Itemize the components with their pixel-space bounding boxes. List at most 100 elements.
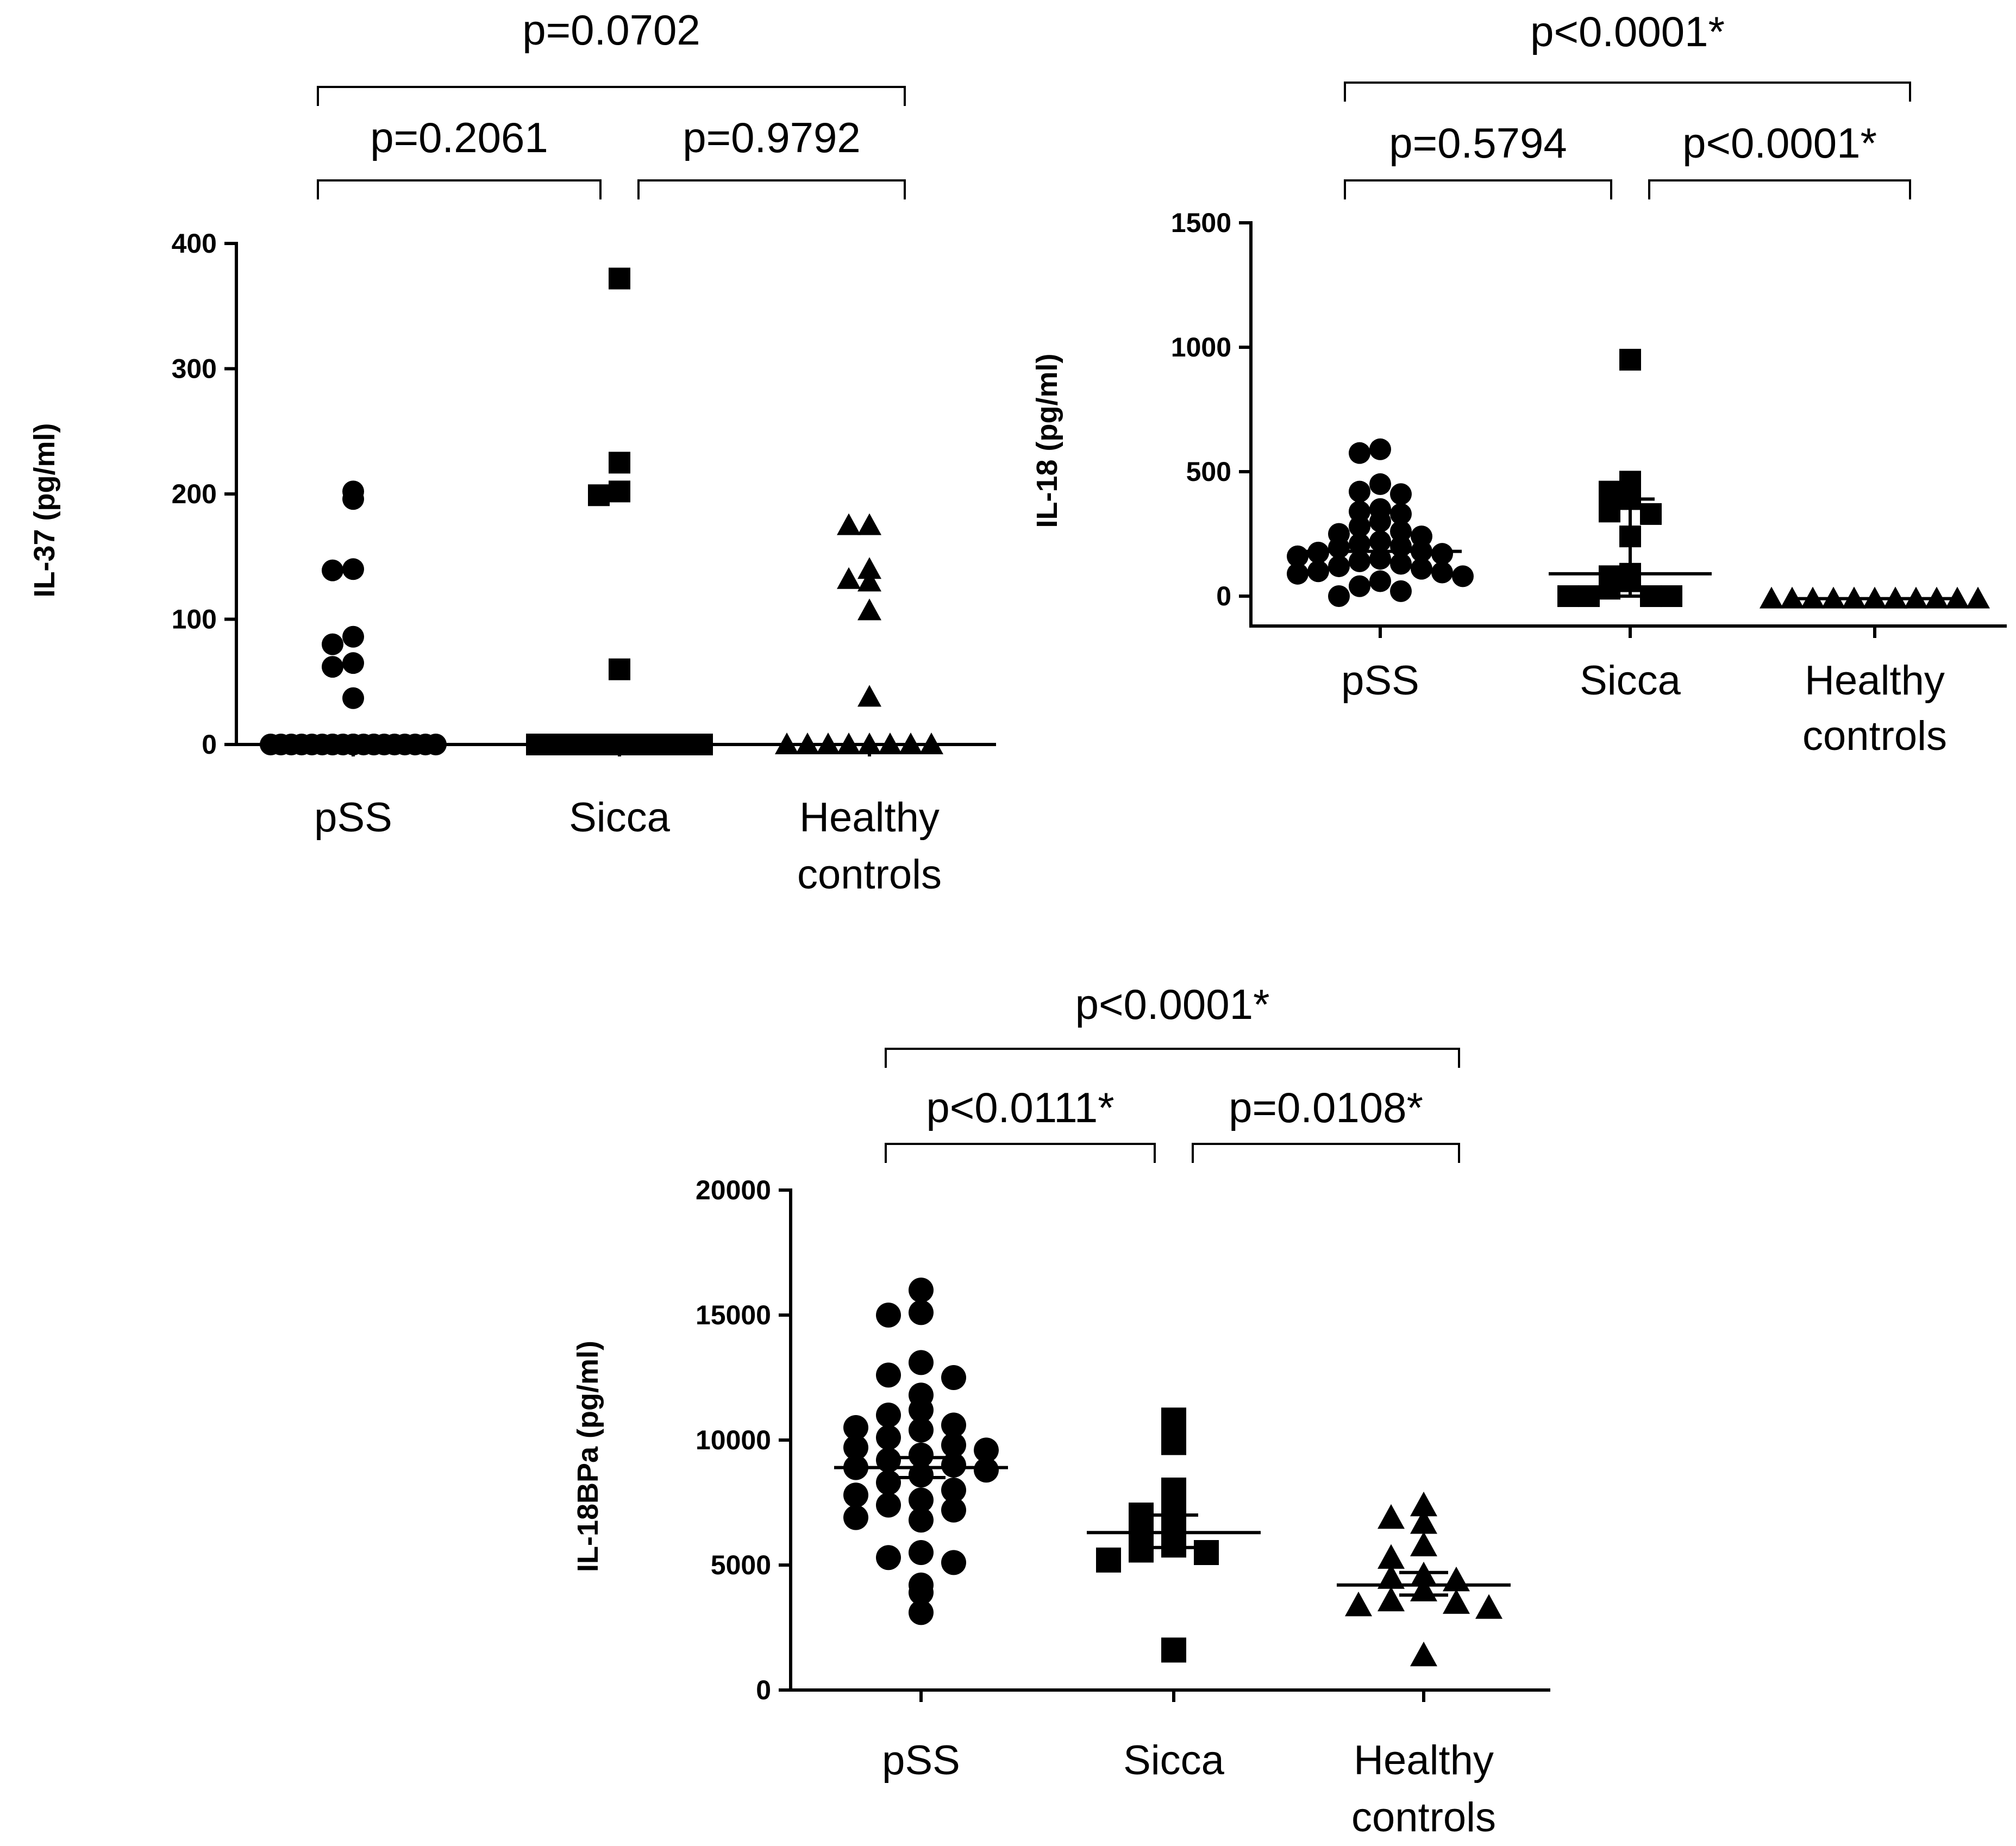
y-axis-label: IL-18BPa (pg/ml) bbox=[572, 1341, 604, 1572]
p-value-label: p=0.5794 bbox=[1389, 119, 1567, 167]
data-point bbox=[1619, 348, 1641, 371]
data-point bbox=[609, 267, 630, 290]
data-point bbox=[1390, 503, 1412, 525]
data-point bbox=[1578, 585, 1600, 608]
y-tick-label: 0 bbox=[1216, 581, 1231, 611]
data-point bbox=[1328, 585, 1350, 608]
data-point bbox=[1349, 575, 1370, 597]
data-point bbox=[1443, 1589, 1470, 1614]
comparison-bracket bbox=[885, 1143, 1156, 1163]
data-point bbox=[588, 484, 610, 506]
y-tick-label: 10000 bbox=[696, 1425, 771, 1455]
y-tick-label: 5000 bbox=[711, 1550, 771, 1580]
y-tick-label: 200 bbox=[172, 479, 217, 509]
data-point bbox=[1475, 1594, 1502, 1619]
data-point bbox=[941, 1432, 966, 1458]
data-point bbox=[909, 1278, 934, 1303]
data-point bbox=[1378, 1544, 1405, 1569]
data-point bbox=[876, 1492, 901, 1518]
data-point bbox=[1349, 442, 1370, 464]
data-point bbox=[1349, 480, 1370, 503]
data-point bbox=[909, 1300, 934, 1325]
data-point bbox=[1307, 560, 1329, 583]
p-value-label: p<0.0001* bbox=[1075, 980, 1270, 1028]
data-point bbox=[909, 1397, 934, 1423]
data-point bbox=[876, 1303, 901, 1328]
data-point bbox=[974, 1457, 999, 1483]
category-label: controls bbox=[1351, 1794, 1496, 1841]
category-label: Sicca bbox=[1580, 658, 1681, 704]
p-value-label: p=0.2061 bbox=[370, 114, 548, 161]
comparison-bracket bbox=[317, 179, 602, 199]
data-point bbox=[1349, 500, 1370, 523]
data-point bbox=[1161, 1407, 1186, 1433]
data-point bbox=[909, 1600, 934, 1625]
il18-panel: 0 500 1000 1500 IL-18 (pg/ml) pSS Sicca Healthy… bbox=[1031, 8, 2007, 759]
data-point bbox=[322, 559, 343, 581]
p-value-label: p=0.0702 bbox=[522, 6, 700, 54]
data-point bbox=[775, 733, 799, 754]
data-point bbox=[1287, 562, 1308, 585]
data-point bbox=[609, 658, 630, 680]
data-point bbox=[843, 1482, 868, 1508]
data-point bbox=[909, 1350, 934, 1375]
data-point bbox=[876, 1545, 901, 1570]
data-point bbox=[1328, 555, 1350, 578]
data-point bbox=[1411, 558, 1432, 580]
data-point bbox=[1194, 1540, 1219, 1565]
data-point bbox=[1378, 1504, 1405, 1529]
data-point bbox=[1390, 553, 1412, 575]
data-point bbox=[1161, 1637, 1186, 1663]
data-point bbox=[1780, 586, 1804, 609]
y-tick-label: 500 bbox=[1186, 456, 1231, 487]
data-point bbox=[941, 1478, 966, 1503]
y-tick-label: 400 bbox=[172, 228, 217, 259]
data-point bbox=[1328, 536, 1350, 559]
data-point bbox=[1390, 483, 1412, 505]
y-tick-label: 20000 bbox=[696, 1175, 771, 1205]
data-point bbox=[1557, 585, 1579, 608]
data-point bbox=[876, 1425, 901, 1450]
data-point bbox=[1966, 586, 1990, 609]
data-point bbox=[322, 633, 343, 655]
data-point bbox=[342, 652, 364, 674]
data-point bbox=[1431, 561, 1453, 584]
data-point bbox=[1349, 515, 1370, 537]
category-label: Sicca bbox=[1123, 1737, 1225, 1784]
category-label: pSS bbox=[882, 1737, 960, 1784]
data-point bbox=[1369, 510, 1391, 533]
data-point bbox=[909, 1487, 934, 1513]
data-point bbox=[609, 480, 630, 503]
data-point bbox=[1390, 520, 1412, 542]
data-point bbox=[1378, 1586, 1405, 1612]
data-point bbox=[941, 1453, 966, 1478]
data-point bbox=[609, 452, 630, 474]
data-point bbox=[974, 1437, 999, 1463]
data-point bbox=[837, 567, 861, 589]
data-point bbox=[1410, 1531, 1437, 1556]
p-value-label: p=0.0108* bbox=[1229, 1084, 1423, 1131]
data-point bbox=[1640, 503, 1662, 525]
data-point bbox=[1443, 1566, 1470, 1592]
category-label: controls bbox=[1802, 713, 1947, 759]
comparison-bracket bbox=[1344, 179, 1612, 199]
y-tick-label: 300 bbox=[172, 354, 217, 384]
data-point bbox=[322, 656, 343, 678]
data-point bbox=[1410, 1491, 1437, 1517]
data-point bbox=[843, 1435, 868, 1460]
comparison-bracket bbox=[637, 179, 906, 199]
data-point bbox=[876, 1470, 901, 1495]
data-point bbox=[342, 625, 364, 648]
data-point bbox=[909, 1507, 934, 1533]
data-point bbox=[1945, 586, 1969, 609]
data-point bbox=[1345, 1591, 1372, 1617]
p-value-label: p<0.0001* bbox=[1682, 119, 1877, 167]
category-label: controls bbox=[797, 852, 942, 898]
data-point bbox=[1410, 1509, 1437, 1534]
data-point bbox=[1599, 500, 1620, 523]
y-tick-label: 0 bbox=[202, 729, 217, 760]
comparison-bracket bbox=[317, 86, 906, 106]
data-point bbox=[1096, 1547, 1121, 1573]
data-point bbox=[1452, 565, 1474, 587]
